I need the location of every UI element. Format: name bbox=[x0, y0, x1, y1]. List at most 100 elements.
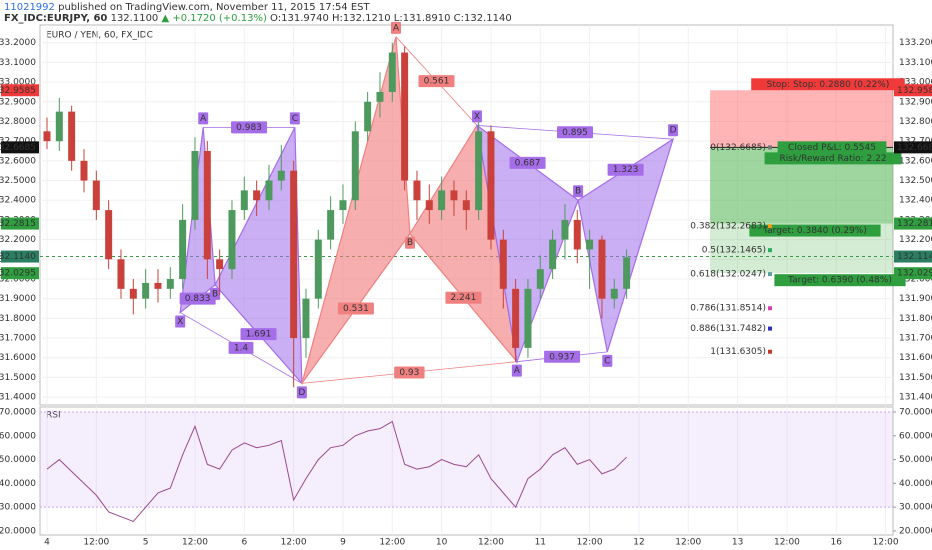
y-tick-label-left: 133.1000 bbox=[0, 58, 36, 68]
x-tick-label: 12:00 bbox=[675, 538, 701, 548]
ohlc: O:131.9740 H:132.1210 L:131.8910 C:132.1… bbox=[270, 13, 512, 24]
rsi-tick-label-left: 30.0000 bbox=[0, 503, 36, 513]
point-label-box bbox=[602, 354, 613, 367]
y-tick-label: 132.6000 bbox=[899, 156, 932, 166]
target-label: Target: 0.3840 (0.29%) bbox=[762, 226, 867, 236]
rsi-tick-label-left: 60.0000 bbox=[0, 431, 36, 441]
point-label: A bbox=[393, 23, 400, 33]
fib-label: 1(131.6305) bbox=[710, 347, 766, 357]
y-tick-label: 132.5000 bbox=[899, 176, 932, 186]
x-tick-label: 16 bbox=[831, 538, 843, 548]
y-tick-label-left: 132.4000 bbox=[0, 196, 36, 206]
ratio-box bbox=[544, 350, 581, 363]
y-tick-label-left: 132.5000 bbox=[0, 176, 36, 186]
price-tag-left bbox=[1, 267, 39, 280]
candle-body bbox=[413, 180, 421, 201]
x-tick-label: 12:00 bbox=[478, 538, 504, 548]
price-tag bbox=[894, 250, 932, 263]
point-label-box bbox=[573, 185, 584, 198]
fib-label: 0.886(131.7482) bbox=[690, 324, 766, 334]
ratio-box bbox=[557, 126, 594, 139]
fib-marker bbox=[768, 145, 772, 150]
fib-label: 0.786(131.8514) bbox=[690, 304, 766, 314]
point-label: C bbox=[292, 114, 298, 124]
price-tag bbox=[894, 267, 932, 280]
ratio-label: 0.937 bbox=[549, 352, 575, 362]
header-line-2: FX_IDC:EURJPY, 60 132.1100 ▲ +0.1720 (+0… bbox=[4, 13, 512, 24]
point-label: B bbox=[575, 187, 581, 197]
ratio-label: 2.241 bbox=[451, 293, 477, 303]
candle-body bbox=[401, 52, 409, 181]
candle-body bbox=[142, 282, 150, 299]
candle-body bbox=[105, 210, 113, 260]
candle-body bbox=[314, 239, 322, 299]
rsi-tick-label-left: 40.0000 bbox=[0, 479, 36, 489]
x-tick-label: 12:00 bbox=[182, 538, 208, 548]
rsi-tick-label: 70.0000 bbox=[899, 407, 932, 417]
ratio-label: 0.93 bbox=[399, 368, 419, 378]
x-tick-label: 12:00 bbox=[83, 538, 109, 548]
candle-body bbox=[610, 288, 618, 299]
y-tick-label: 132.2000 bbox=[899, 235, 932, 245]
price-tag-label-left: 132.2815 bbox=[0, 219, 36, 229]
candle-body bbox=[240, 190, 248, 211]
y-tick-label-left: 132.6000 bbox=[0, 156, 36, 166]
x-tick-label: 11 bbox=[535, 538, 546, 548]
y-tick-label-left: 131.7000 bbox=[0, 334, 36, 344]
x-tick-label: 9 bbox=[340, 538, 346, 548]
point-label-box bbox=[471, 110, 482, 123]
candle-body bbox=[573, 219, 581, 250]
point-label-box bbox=[511, 364, 522, 377]
rsi-tick-label: 50.0000 bbox=[899, 455, 932, 465]
fib-label: 0.5(132.1465) bbox=[702, 246, 766, 256]
target-label-box bbox=[749, 224, 881, 237]
ratio-box bbox=[607, 163, 644, 176]
y-tick-label-left: 131.8000 bbox=[0, 314, 36, 324]
price-tag-left bbox=[1, 84, 39, 97]
fib-marker bbox=[768, 224, 772, 229]
price-tag-left bbox=[1, 141, 39, 154]
fib-marker bbox=[768, 306, 772, 311]
point-label: X bbox=[177, 317, 183, 327]
candle-body bbox=[499, 239, 507, 289]
ratio-box bbox=[509, 156, 546, 169]
ratio-box bbox=[228, 341, 254, 354]
rsi-tick-label: 60.0000 bbox=[899, 431, 932, 441]
rsi-tick-label: 30.0000 bbox=[899, 503, 932, 513]
fib-label: 0.618(132.0247) bbox=[690, 270, 766, 280]
y-tick-label: 133.0000 bbox=[899, 78, 932, 88]
stop-label: Stop: Stop: 0.2880 (0.22%) bbox=[767, 80, 890, 90]
fib-marker bbox=[768, 248, 772, 253]
point-label: B bbox=[407, 238, 413, 248]
x-tick-label: 12:00 bbox=[379, 538, 405, 548]
y-tick-label: 132.8000 bbox=[899, 117, 932, 127]
price-tag-left bbox=[1, 250, 39, 263]
header-line-1: 11021992 published on TradingView.com, N… bbox=[4, 2, 371, 13]
price-tag-label: 132.1140 bbox=[897, 252, 932, 262]
ratio-label: 0.895 bbox=[562, 128, 588, 138]
price-tag-label-left: 132.0295 bbox=[0, 269, 36, 279]
y-tick-label-left: 132.9000 bbox=[0, 97, 36, 107]
symbol: FX_IDC:EURJPY, 60 bbox=[4, 13, 107, 24]
ratio-label: 1.4 bbox=[234, 343, 249, 353]
ratio-box bbox=[418, 75, 455, 88]
user: 11021992 bbox=[4, 2, 55, 13]
target2-label: Target: 0.6390 (0.48%) bbox=[787, 276, 892, 286]
y-tick-label: 131.4000 bbox=[899, 393, 932, 403]
point-label: B bbox=[212, 289, 218, 299]
candle-body bbox=[549, 239, 557, 270]
candle-body bbox=[290, 170, 298, 339]
price-tag-left bbox=[1, 217, 39, 230]
rsi-tick-label-left: 50.0000 bbox=[0, 455, 36, 465]
candle-body bbox=[191, 151, 199, 220]
ratio-box bbox=[337, 302, 374, 315]
x-tick-label: 12:00 bbox=[577, 538, 603, 548]
y-tick-label-left: 132.0000 bbox=[0, 274, 36, 284]
candle-body bbox=[179, 219, 187, 279]
candle-body bbox=[203, 151, 211, 260]
candle-body bbox=[80, 160, 88, 181]
x-tick-label: 12 bbox=[633, 538, 644, 548]
price-tag-label: 132.9585 bbox=[897, 86, 932, 96]
last-price: 132.1100 bbox=[111, 13, 159, 24]
rsi-tick-label-left: 70.0000 bbox=[0, 407, 36, 417]
